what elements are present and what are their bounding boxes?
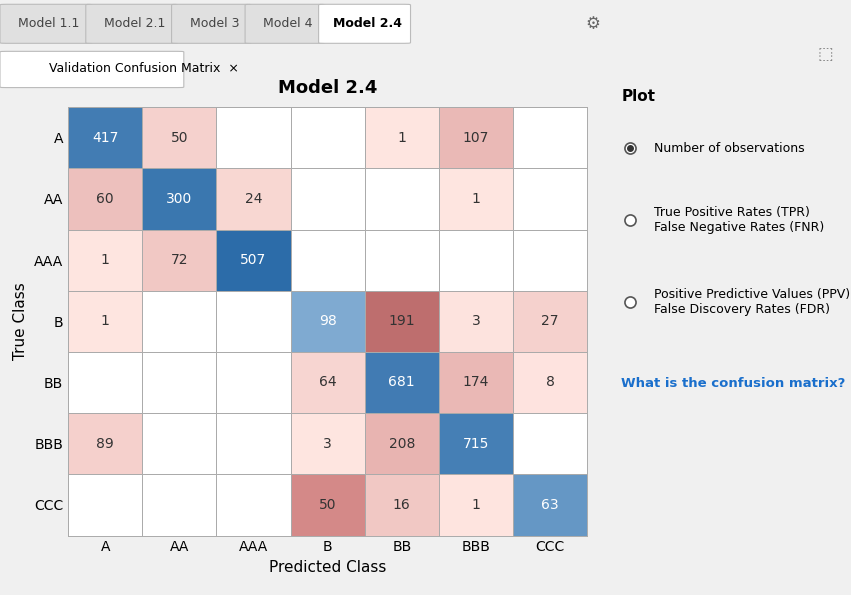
Text: 417: 417 <box>92 131 118 145</box>
Bar <box>365 413 439 474</box>
Bar <box>513 107 587 168</box>
Text: 1: 1 <box>471 192 481 206</box>
Bar <box>439 413 513 474</box>
Text: 191: 191 <box>388 314 415 328</box>
Text: 63: 63 <box>541 498 559 512</box>
Bar <box>290 291 365 352</box>
Bar <box>290 352 365 413</box>
Bar <box>439 230 513 291</box>
Bar <box>216 168 290 230</box>
Text: 1: 1 <box>100 314 110 328</box>
Text: 24: 24 <box>245 192 262 206</box>
Bar <box>68 291 142 352</box>
Bar <box>142 291 216 352</box>
FancyBboxPatch shape <box>86 4 178 43</box>
Text: 64: 64 <box>319 375 336 390</box>
Text: Validation Confusion Matrix  ×: Validation Confusion Matrix × <box>49 62 239 75</box>
Bar <box>68 107 142 168</box>
Bar <box>365 168 439 230</box>
Bar <box>365 352 439 413</box>
Bar <box>142 168 216 230</box>
Text: Model 4: Model 4 <box>263 17 312 30</box>
Text: 8: 8 <box>545 375 555 390</box>
Bar <box>439 107 513 168</box>
Text: Number of observations: Number of observations <box>654 142 805 155</box>
Bar <box>439 291 513 352</box>
Bar <box>513 352 587 413</box>
Bar <box>513 474 587 536</box>
Text: What is the confusion matrix?: What is the confusion matrix? <box>621 377 846 390</box>
Text: 3: 3 <box>471 314 480 328</box>
Text: 89: 89 <box>96 437 114 450</box>
Text: 715: 715 <box>463 437 489 450</box>
Bar <box>439 168 513 230</box>
FancyBboxPatch shape <box>245 4 325 43</box>
Bar <box>290 107 365 168</box>
Text: 507: 507 <box>240 253 266 267</box>
Bar <box>216 474 290 536</box>
Text: 3: 3 <box>323 437 332 450</box>
Text: 681: 681 <box>388 375 415 390</box>
Bar <box>68 474 142 536</box>
Bar <box>142 413 216 474</box>
Text: 300: 300 <box>166 192 192 206</box>
Text: 60: 60 <box>96 192 114 206</box>
Bar <box>290 230 365 291</box>
Bar <box>216 230 290 291</box>
Text: 1: 1 <box>397 131 406 145</box>
Text: Model 2.4: Model 2.4 <box>333 17 403 30</box>
Bar <box>68 230 142 291</box>
Bar <box>142 474 216 536</box>
Bar <box>365 230 439 291</box>
Bar <box>513 413 587 474</box>
Bar <box>365 474 439 536</box>
Bar <box>513 168 587 230</box>
Bar <box>68 413 142 474</box>
Bar <box>439 474 513 536</box>
Bar <box>142 352 216 413</box>
Bar <box>216 352 290 413</box>
Text: 50: 50 <box>319 498 336 512</box>
Text: ⬚: ⬚ <box>818 45 833 62</box>
Text: ⚙: ⚙ <box>585 15 601 33</box>
Text: Plot: Plot <box>621 89 655 104</box>
Bar <box>290 413 365 474</box>
X-axis label: Predicted Class: Predicted Class <box>269 560 386 575</box>
Bar <box>68 168 142 230</box>
Text: 50: 50 <box>170 131 188 145</box>
Bar <box>290 474 365 536</box>
Bar <box>513 230 587 291</box>
Title: Model 2.4: Model 2.4 <box>278 79 377 97</box>
Bar <box>142 107 216 168</box>
FancyBboxPatch shape <box>0 51 184 87</box>
Text: 107: 107 <box>463 131 489 145</box>
Bar <box>365 291 439 352</box>
FancyBboxPatch shape <box>172 4 251 43</box>
Text: 16: 16 <box>393 498 411 512</box>
Text: 98: 98 <box>319 314 336 328</box>
Bar <box>513 291 587 352</box>
Text: Positive Predictive Values (PPV)
False Discovery Rates (FDR): Positive Predictive Values (PPV) False D… <box>654 288 850 316</box>
Bar <box>216 291 290 352</box>
Bar <box>216 413 290 474</box>
Text: 1: 1 <box>471 498 481 512</box>
Text: Model 1.1: Model 1.1 <box>19 17 80 30</box>
Text: 1: 1 <box>100 253 110 267</box>
Bar <box>290 168 365 230</box>
FancyBboxPatch shape <box>0 4 92 43</box>
Y-axis label: True Class: True Class <box>14 283 28 360</box>
Bar <box>142 230 216 291</box>
Text: Model 3: Model 3 <box>190 17 239 30</box>
Bar <box>216 107 290 168</box>
Text: 174: 174 <box>463 375 489 390</box>
FancyBboxPatch shape <box>318 4 410 43</box>
Text: 72: 72 <box>170 253 188 267</box>
Text: 27: 27 <box>541 314 559 328</box>
Bar <box>439 352 513 413</box>
Bar <box>365 107 439 168</box>
Text: True Positive Rates (TPR)
False Negative Rates (FNR): True Positive Rates (TPR) False Negative… <box>654 206 825 234</box>
Bar <box>68 352 142 413</box>
Text: Model 2.1: Model 2.1 <box>104 17 165 30</box>
Text: 208: 208 <box>389 437 415 450</box>
